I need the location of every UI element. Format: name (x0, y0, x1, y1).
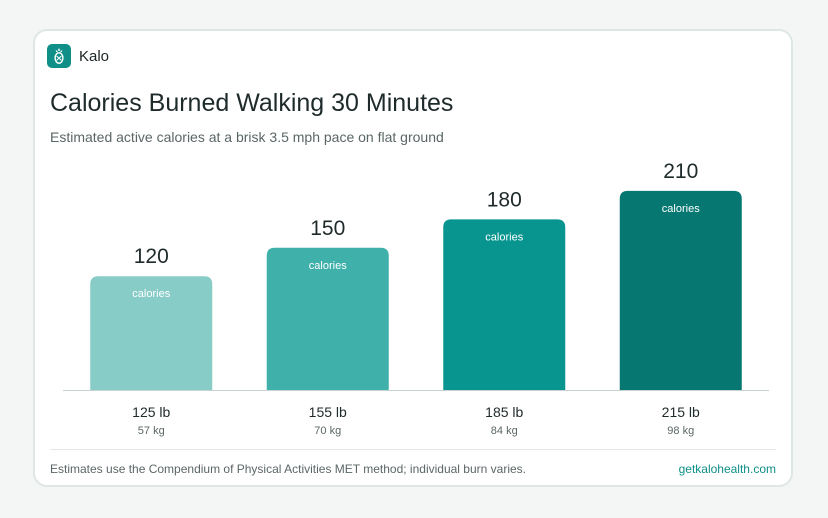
source-link[interactable]: getkalohealth.com (678, 462, 776, 476)
bar (443, 219, 566, 390)
bar-inner-label: calories (662, 203, 700, 215)
chart-subtitle: Estimated active calories at a brisk 3.5… (50, 129, 444, 145)
x-tick-sublabel: 70 kg (314, 425, 341, 437)
brand: Kalo (47, 44, 109, 68)
x-tick-label: 185 lb (485, 404, 523, 420)
pineapple-icon (47, 44, 71, 68)
chart-card: Kalo Calories Burned Walking 30 Minutes … (33, 29, 793, 487)
bar (90, 276, 213, 390)
x-tick-sublabel: 84 kg (491, 425, 518, 437)
x-tick-sublabel: 57 kg (138, 425, 165, 437)
data-label: 150 (310, 217, 345, 240)
data-label: 180 (487, 188, 522, 211)
bar (619, 190, 742, 390)
bar (266, 247, 389, 390)
footer-divider (50, 449, 776, 450)
bar-inner-label: calories (309, 260, 347, 272)
data-label: 210 (663, 160, 698, 183)
chart-title: Calories Burned Walking 30 Minutes (50, 89, 454, 117)
data-label: 120 (134, 245, 169, 268)
bar-chart: 120 calories 125 lb 57 kg 150 calories 155 lb 7… (63, 160, 769, 437)
x-tick-label: 215 lb (662, 404, 700, 420)
x-tick-label: 125 lb (132, 404, 170, 420)
brand-name: Kalo (79, 47, 110, 65)
bar-inner-label: calories (132, 288, 170, 300)
bar-inner-label: calories (485, 231, 523, 243)
x-tick-sublabel: 98 kg (667, 425, 694, 437)
footnote: Estimates use the Compendium of Physical… (50, 462, 526, 476)
x-tick-label: 155 lb (309, 404, 347, 420)
